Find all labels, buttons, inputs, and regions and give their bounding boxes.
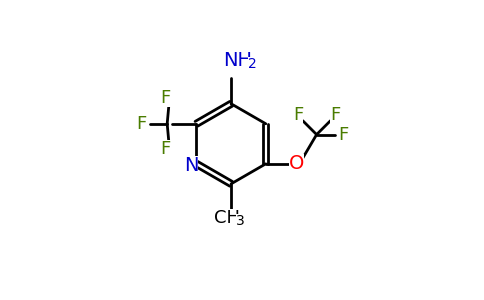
Text: O: O <box>289 154 304 173</box>
Text: F: F <box>161 89 171 107</box>
Text: 3: 3 <box>236 214 245 228</box>
Text: NH: NH <box>223 51 252 70</box>
Text: F: F <box>330 106 340 124</box>
Text: F: F <box>136 115 147 133</box>
Text: N: N <box>184 156 198 175</box>
Text: F: F <box>293 106 303 124</box>
Text: F: F <box>161 140 171 158</box>
Text: CH: CH <box>214 209 240 227</box>
Text: 2: 2 <box>248 57 257 71</box>
Text: F: F <box>338 126 348 144</box>
